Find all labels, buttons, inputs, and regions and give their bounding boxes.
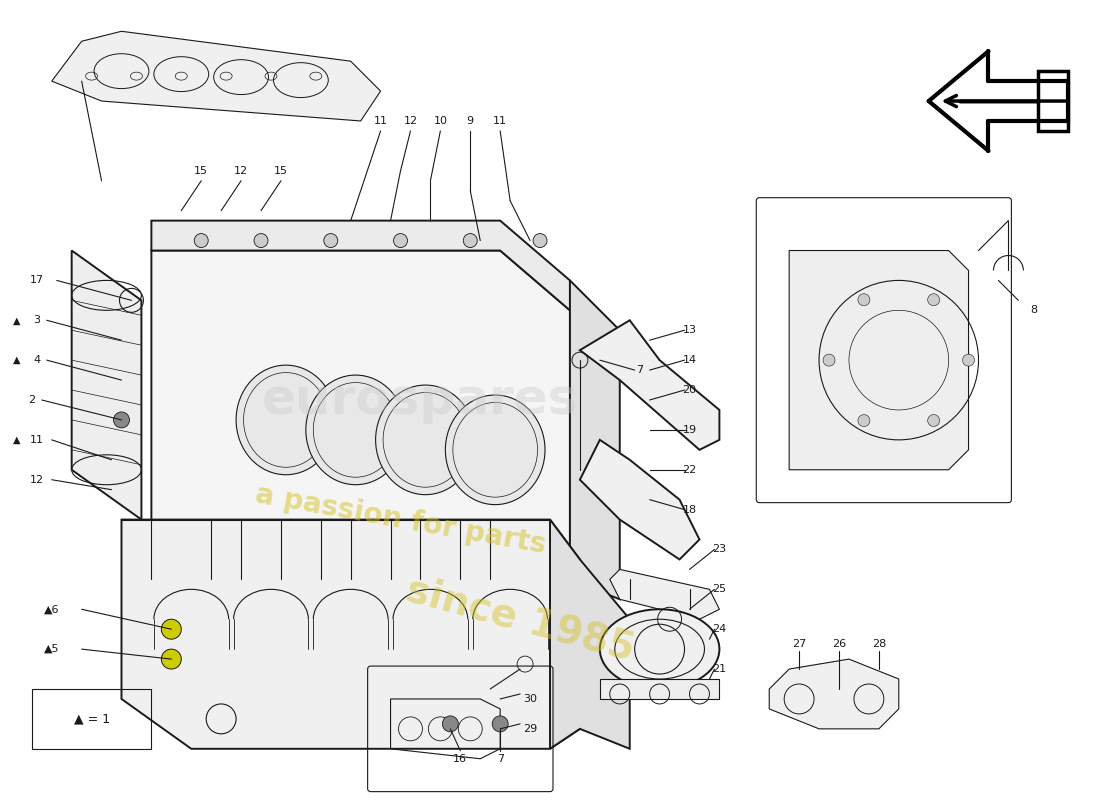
Text: 12: 12 <box>404 116 418 126</box>
Text: ▲: ▲ <box>13 435 21 445</box>
Polygon shape <box>580 320 719 450</box>
Text: 21: 21 <box>713 664 726 674</box>
Circle shape <box>463 234 477 247</box>
Text: 25: 25 <box>713 584 726 594</box>
Text: 27: 27 <box>792 639 806 649</box>
Text: 19: 19 <box>682 425 696 435</box>
Polygon shape <box>152 250 570 579</box>
Text: 26: 26 <box>832 639 846 649</box>
Text: 22: 22 <box>682 465 696 474</box>
Text: eurospares: eurospares <box>262 376 579 424</box>
Text: 4: 4 <box>33 355 41 365</box>
Polygon shape <box>52 31 381 121</box>
Polygon shape <box>152 221 570 310</box>
Text: 7: 7 <box>636 365 644 375</box>
Circle shape <box>823 354 835 366</box>
Text: 29: 29 <box>522 724 537 734</box>
Text: 15: 15 <box>274 166 288 176</box>
Text: 12: 12 <box>234 166 249 176</box>
Circle shape <box>927 294 939 306</box>
Circle shape <box>254 234 268 247</box>
Text: ▲5: ▲5 <box>44 644 59 654</box>
Circle shape <box>323 234 338 247</box>
Text: ▲ = 1: ▲ = 1 <box>74 712 110 726</box>
Text: 23: 23 <box>713 545 726 554</box>
Text: 2: 2 <box>29 395 35 405</box>
Polygon shape <box>609 570 719 619</box>
Polygon shape <box>72 250 142 519</box>
Text: a passion for parts: a passion for parts <box>253 480 548 559</box>
Text: 14: 14 <box>682 355 696 365</box>
Text: 28: 28 <box>871 639 886 649</box>
Circle shape <box>858 294 870 306</box>
Polygon shape <box>570 281 619 599</box>
Text: 18: 18 <box>682 505 696 514</box>
Polygon shape <box>580 440 700 559</box>
Circle shape <box>162 619 182 639</box>
Polygon shape <box>769 659 899 729</box>
Text: 11: 11 <box>493 116 507 126</box>
Text: ▲: ▲ <box>13 355 21 365</box>
Text: 11: 11 <box>374 116 387 126</box>
Text: 15: 15 <box>195 166 208 176</box>
Text: 30: 30 <box>524 694 537 704</box>
Circle shape <box>492 716 508 732</box>
Ellipse shape <box>236 365 336 474</box>
Text: 24: 24 <box>713 624 726 634</box>
Ellipse shape <box>600 610 719 689</box>
Text: 13: 13 <box>682 326 696 335</box>
Text: 8: 8 <box>1030 306 1037 315</box>
Polygon shape <box>789 250 968 470</box>
Text: ▲: ▲ <box>13 315 21 326</box>
Polygon shape <box>550 519 629 749</box>
Circle shape <box>442 716 459 732</box>
Circle shape <box>162 649 182 669</box>
Polygon shape <box>600 679 719 699</box>
Circle shape <box>113 412 130 428</box>
Circle shape <box>195 234 208 247</box>
Text: 11: 11 <box>30 435 44 445</box>
Text: 3: 3 <box>33 315 41 326</box>
Circle shape <box>858 414 870 426</box>
Ellipse shape <box>306 375 406 485</box>
Circle shape <box>394 234 407 247</box>
Circle shape <box>962 354 975 366</box>
Text: since 1985: since 1985 <box>402 570 638 668</box>
Circle shape <box>534 234 547 247</box>
Polygon shape <box>121 519 580 749</box>
Text: 16: 16 <box>453 754 468 764</box>
Ellipse shape <box>446 395 544 505</box>
Text: 12: 12 <box>30 474 44 485</box>
Text: 10: 10 <box>433 116 448 126</box>
Text: 9: 9 <box>466 116 474 126</box>
Circle shape <box>927 414 939 426</box>
Text: 20: 20 <box>682 385 696 395</box>
Text: 7: 7 <box>496 754 504 764</box>
Text: ▲6: ▲6 <box>44 604 59 614</box>
Text: 17: 17 <box>30 275 44 286</box>
Ellipse shape <box>375 385 475 494</box>
